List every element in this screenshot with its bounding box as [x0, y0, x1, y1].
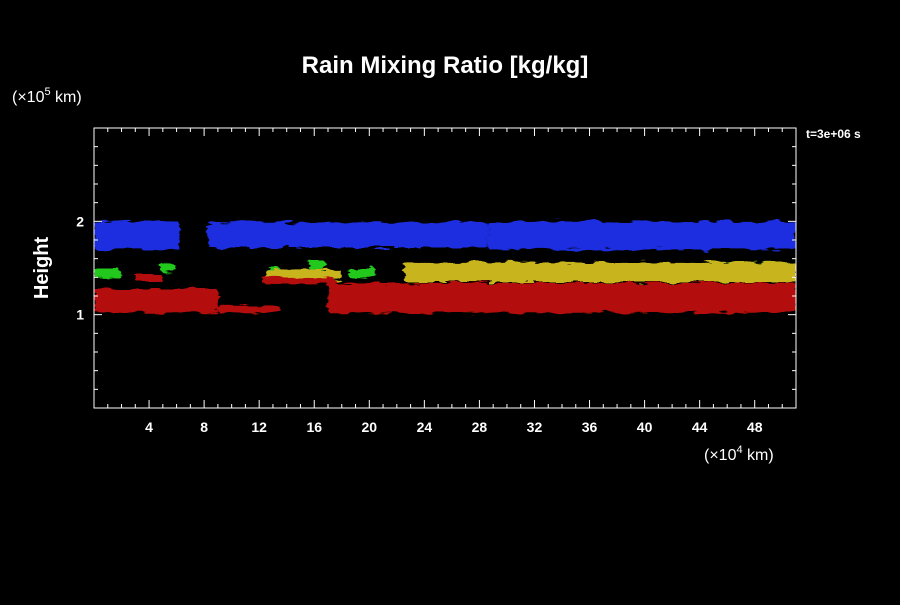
rain-band-blue: [487, 221, 796, 250]
rain-band-green: [94, 268, 121, 278]
plot-frame: [93, 127, 797, 409]
x-tick-label: 32: [527, 419, 543, 435]
x-tick-label: 44: [692, 419, 708, 435]
x-tick-label: 24: [417, 419, 433, 435]
y-unit-label: (×105 km): [12, 86, 82, 106]
x-tick-label: 8: [200, 419, 208, 435]
x-axis-ticks: 4 8 12 16 20 24 28 32 36 40 44 48: [107, 128, 783, 435]
x-tick-label: 48: [747, 419, 763, 435]
x-tick-label: 28: [472, 419, 488, 435]
x-tick-label: 40: [637, 419, 653, 435]
x-tick-label: 16: [306, 419, 322, 435]
x-tick-label: 36: [582, 419, 598, 435]
chart-title: Rain Mixing Ratio [kg/kg]: [302, 52, 589, 79]
rain-band-red: [217, 305, 280, 313]
rain-band-yellow: [403, 262, 796, 282]
y-axis-label: Height: [31, 237, 53, 300]
rain-band-red: [94, 288, 218, 313]
x-tick-label: 12: [251, 419, 267, 435]
rain-band-blue: [208, 222, 488, 248]
rain-band-green: [308, 260, 326, 270]
x-unit-label: (×104 km): [704, 444, 774, 464]
rain-band-green: [160, 263, 176, 272]
x-tick-label: 20: [362, 419, 378, 435]
x-tick-label: 4: [145, 419, 153, 435]
time-label: t=3e+06 s: [806, 127, 861, 141]
rain-band-red: [261, 277, 335, 284]
rain-bands: [94, 221, 796, 313]
rain-band-red: [328, 282, 796, 313]
rain-band-red: [135, 274, 163, 282]
y-tick-label: 1: [76, 307, 84, 323]
rain-band-green: [348, 268, 377, 279]
y-tick-label: 2: [76, 213, 84, 229]
rain-band-blue: [94, 221, 180, 250]
y-axis-ticks: 12: [76, 146, 796, 390]
